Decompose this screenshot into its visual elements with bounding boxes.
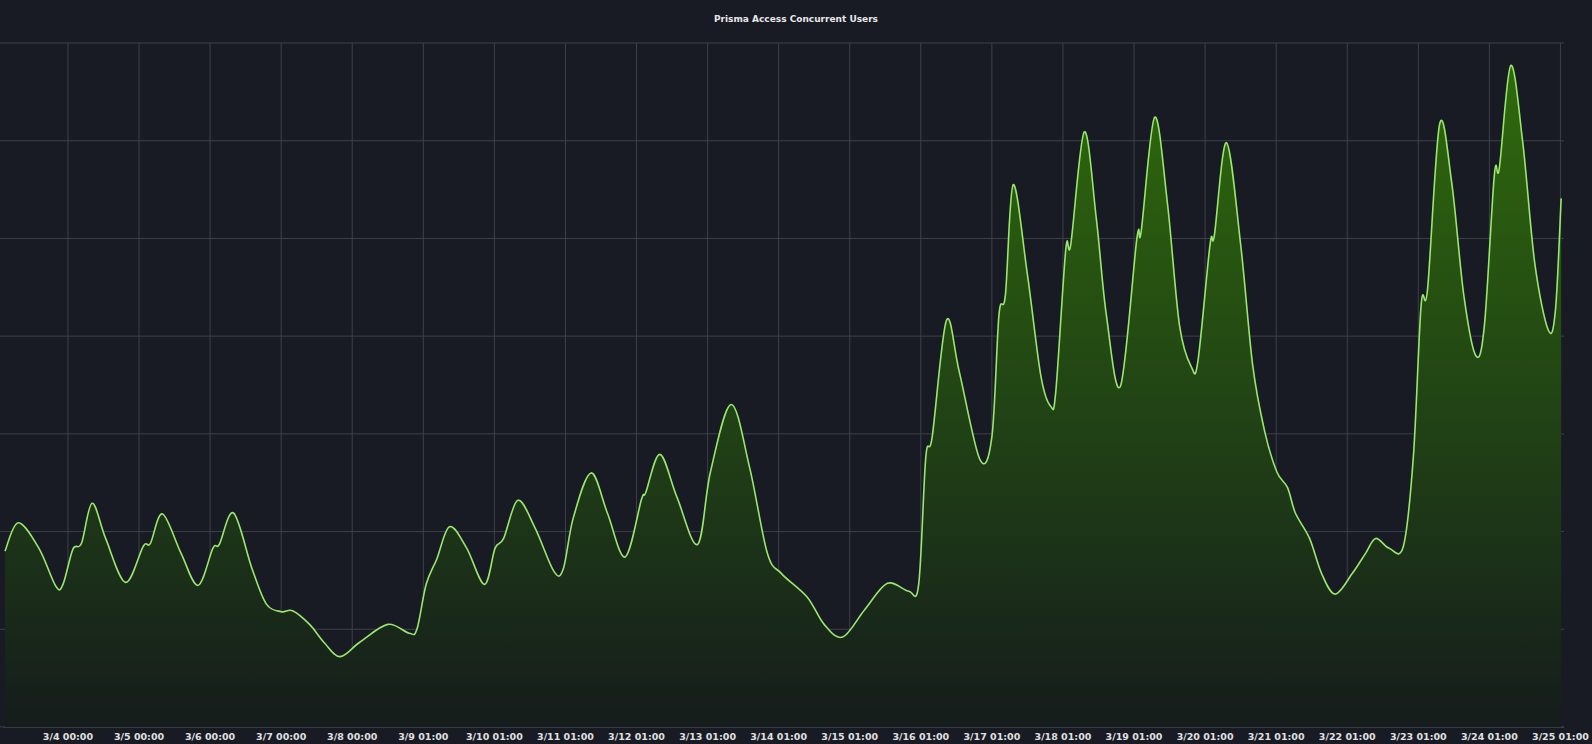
x-tick-label: 3/6 00:00 (185, 731, 236, 742)
plot-area (5, 65, 1561, 727)
x-tick-label: 3/8 00:00 (327, 731, 378, 742)
title: Prisma Access Concurrent Users (714, 14, 878, 24)
x-tick-label: 3/22 01:00 (1319, 731, 1376, 742)
x-tick-label: 3/5 00:00 (114, 731, 165, 742)
y-grid-line (0, 238, 1564, 239)
x-tick-label: 3/12 01:00 (608, 731, 665, 742)
x-tick-label: 3/10 01:00 (466, 731, 523, 742)
x-tick-label: 3/15 01:00 (821, 731, 878, 742)
y-grid-line (0, 43, 1564, 44)
x-tick-label: 3/11 01:00 (537, 731, 594, 742)
background (0, 0, 1592, 744)
x-tick-label: 3/19 01:00 (1106, 731, 1163, 742)
y-grid-line (0, 140, 1564, 141)
x-tick-label: 3/25 01:00 (1532, 731, 1589, 742)
x-tick-label: 3/13 01:00 (679, 731, 736, 742)
x-tick-label: 3/24 01:00 (1461, 731, 1518, 742)
x-tick-label: 3/7 00:00 (256, 731, 307, 742)
x-tick-label: 3/20 01:00 (1177, 731, 1234, 742)
x-tick-label: 3/23 01:00 (1390, 731, 1447, 742)
data-line (5, 65, 1561, 656)
y-grid-line (0, 336, 1564, 337)
x-tick-label: 3/14 01:00 (750, 731, 807, 742)
x-tick-label: 3/17 01:00 (963, 731, 1020, 742)
x-tick-label: 3/16 01:00 (892, 731, 949, 742)
chart: Prisma Access Concurrent Users 3/4 00:00 3… (0, 0, 1592, 744)
x-grid-line (352, 43, 353, 727)
x-tick-label: 3/4 00:00 (43, 731, 94, 742)
y-grid-line (0, 433, 1564, 434)
grid (0, 43, 1564, 727)
x-tick-label: 3/18 01:00 (1035, 731, 1092, 742)
x-grid-line (849, 43, 850, 727)
x-tick-label: 3/9 01:00 (398, 731, 449, 742)
area-fill (5, 65, 1561, 727)
x-tick-label: 3/21 01:00 (1248, 731, 1305, 742)
